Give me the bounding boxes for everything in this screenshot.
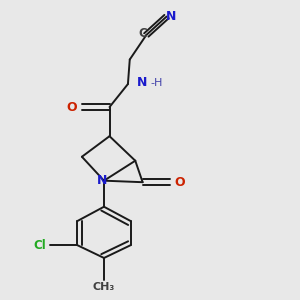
Text: CH₃: CH₃ xyxy=(93,282,115,292)
Text: C: C xyxy=(138,27,147,40)
Text: O: O xyxy=(67,100,77,114)
Text: O: O xyxy=(175,176,185,189)
Text: Cl: Cl xyxy=(34,238,46,252)
Text: N: N xyxy=(166,10,176,23)
Text: N: N xyxy=(97,174,107,187)
Text: N: N xyxy=(137,76,148,89)
Text: -H: -H xyxy=(150,77,162,88)
